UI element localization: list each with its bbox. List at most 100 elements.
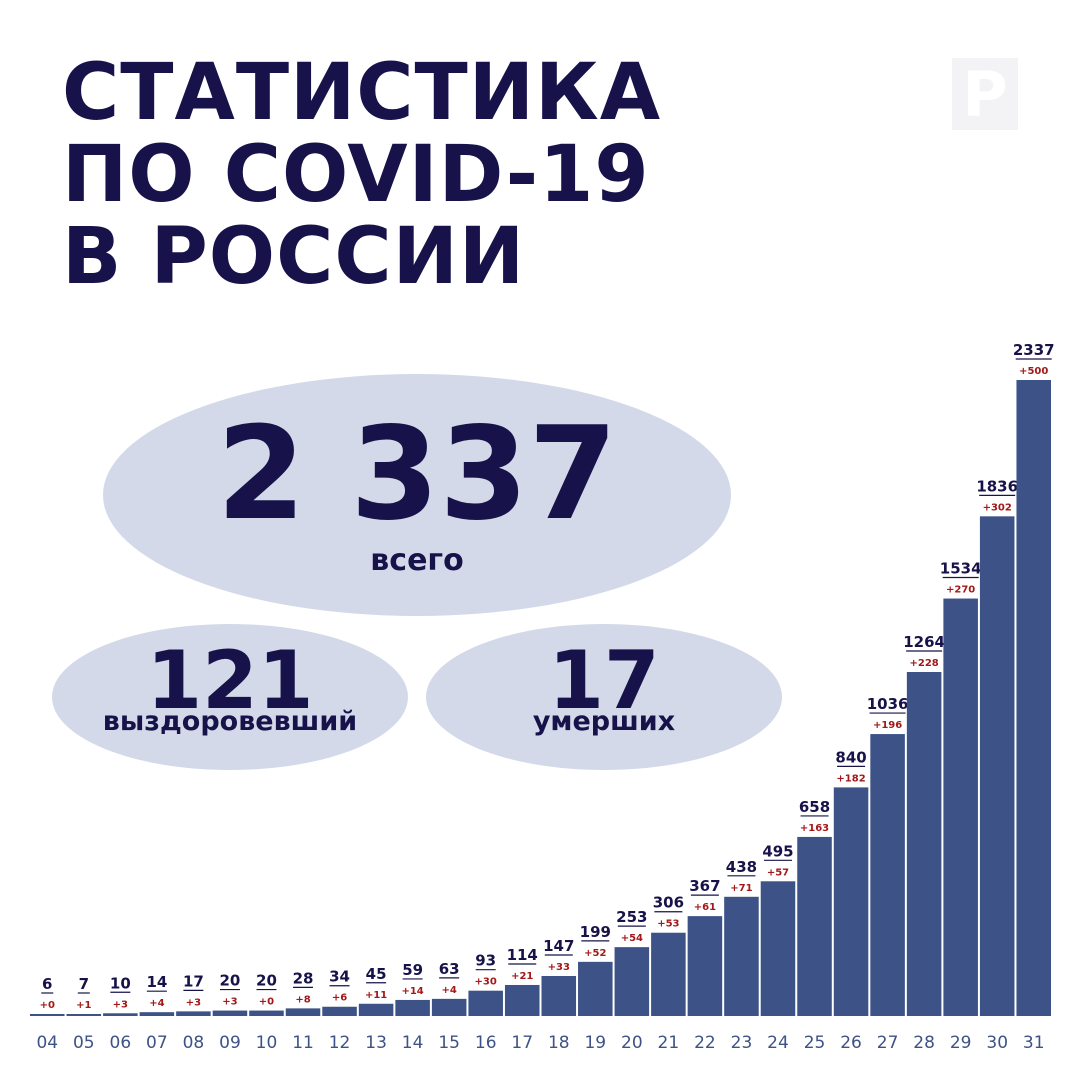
r-logo-icon: Р <box>952 58 1018 130</box>
x-tick-label: 19 <box>584 1033 606 1053</box>
bar <box>395 999 430 1016</box>
bar-increment-label: +196 <box>873 720 902 731</box>
bar <box>724 896 759 1016</box>
bar-value-label: 6 <box>42 975 52 993</box>
x-tick-label: 06 <box>110 1033 132 1053</box>
page-title: СТАТИСТИКА ПО COVID-19 В РОССИИ <box>62 52 661 298</box>
bar <box>358 1003 394 1016</box>
bar <box>943 598 978 1016</box>
bar-value-label: 93 <box>475 952 496 970</box>
recovered-bubble <box>52 624 408 770</box>
bar-increment-label: +3 <box>113 999 128 1010</box>
title-line-1: СТАТИСТИКА <box>62 48 662 138</box>
bar <box>541 975 577 1016</box>
bar-value-label: 658 <box>799 798 830 816</box>
x-tick-label: 30 <box>986 1033 1008 1053</box>
x-tick-label: 26 <box>840 1033 862 1053</box>
bar-increment-label: +71 <box>730 883 752 894</box>
bar <box>431 998 467 1016</box>
bar-value-label: 367 <box>689 877 720 895</box>
title-line-2: ПО COVID-19 <box>62 130 650 220</box>
bar-increment-label: +4 <box>149 998 164 1009</box>
x-tick-label: 04 <box>36 1033 58 1053</box>
bar-increment-label: +6 <box>332 993 347 1004</box>
x-tick-label: 25 <box>804 1033 826 1053</box>
x-tick-label: 12 <box>329 1033 351 1053</box>
bar-value-label: 1264 <box>903 633 945 651</box>
bar <box>176 1011 211 1016</box>
x-tick-label: 14 <box>402 1033 424 1053</box>
bar-increment-label: +52 <box>584 948 606 959</box>
bar <box>833 787 869 1016</box>
bar-increment-label: +228 <box>909 658 938 669</box>
x-tick-label: 29 <box>950 1033 972 1053</box>
bar-value-label: 438 <box>726 858 757 876</box>
bar <box>906 672 942 1016</box>
bar-increment-label: +302 <box>983 502 1012 513</box>
bar-increment-label: +14 <box>401 986 423 997</box>
bar <box>139 1012 175 1016</box>
bar-increment-label: +0 <box>259 997 274 1008</box>
x-tick-label: 22 <box>694 1033 716 1053</box>
bar-value-label: 34 <box>329 968 350 986</box>
bar <box>760 881 796 1016</box>
x-tick-label: 23 <box>731 1033 753 1053</box>
bar <box>687 916 723 1016</box>
bar <box>468 990 503 1016</box>
x-tick-label: 27 <box>877 1033 899 1053</box>
bar-value-label: 1534 <box>940 560 982 578</box>
bar-increment-label: +61 <box>694 902 716 913</box>
bar-value-label: 17 <box>183 972 204 990</box>
x-tick-label: 16 <box>475 1033 497 1053</box>
x-tick-label: 11 <box>292 1033 314 1053</box>
bar-increment-label: +3 <box>222 997 237 1008</box>
bar <box>797 836 832 1016</box>
bar <box>651 932 686 1016</box>
bar <box>614 947 650 1016</box>
deaths-label: умерших <box>532 706 676 737</box>
bar-value-label: 199 <box>580 923 611 941</box>
bar-value-label: 2337 <box>1013 341 1055 359</box>
bar <box>504 984 540 1016</box>
bar-increment-label: +30 <box>475 977 497 988</box>
bar-value-label: 147 <box>543 937 574 955</box>
recovered-value: 121 <box>146 634 314 727</box>
bar-value-label: 63 <box>439 960 460 978</box>
bar-value-label: 1036 <box>867 695 909 713</box>
x-tick-label: 08 <box>183 1033 205 1053</box>
x-tick-label: 20 <box>621 1033 643 1053</box>
bar <box>103 1013 138 1016</box>
bar-value-label: 10 <box>110 974 131 992</box>
bar <box>870 734 905 1016</box>
bar-value-label: 114 <box>507 946 538 964</box>
bar-value-label: 1836 <box>976 477 1018 495</box>
bar-increment-label: +4 <box>441 985 456 996</box>
deaths-value: 17 <box>548 634 660 727</box>
bar-increment-label: +163 <box>800 823 829 834</box>
title-line-3: В РОССИИ <box>62 212 526 302</box>
bar <box>285 1008 321 1016</box>
bar <box>249 1010 284 1016</box>
bar-value-label: 7 <box>79 975 89 993</box>
x-tick-label: 31 <box>1023 1033 1045 1053</box>
total-label: всего <box>370 543 464 578</box>
x-tick-label: 24 <box>767 1033 789 1053</box>
total-value: 2 337 <box>216 400 618 549</box>
bar <box>212 1010 248 1016</box>
bar <box>979 516 1015 1016</box>
bar-value-label: 14 <box>146 973 167 991</box>
x-tick-label: 21 <box>658 1033 680 1053</box>
bar-increment-label: +54 <box>621 933 643 944</box>
bar-increment-label: +57 <box>767 867 789 878</box>
bar <box>66 1014 102 1016</box>
bar-value-label: 20 <box>256 972 277 990</box>
x-tick-label: 18 <box>548 1033 570 1053</box>
x-tick-label: 17 <box>511 1033 533 1053</box>
x-tick-label: 15 <box>438 1033 460 1053</box>
x-tick-label: 28 <box>913 1033 935 1053</box>
bar-value-label: 840 <box>835 748 866 766</box>
deaths-bubble <box>426 624 782 770</box>
x-tick-label: 05 <box>73 1033 95 1053</box>
bar <box>322 1006 357 1016</box>
